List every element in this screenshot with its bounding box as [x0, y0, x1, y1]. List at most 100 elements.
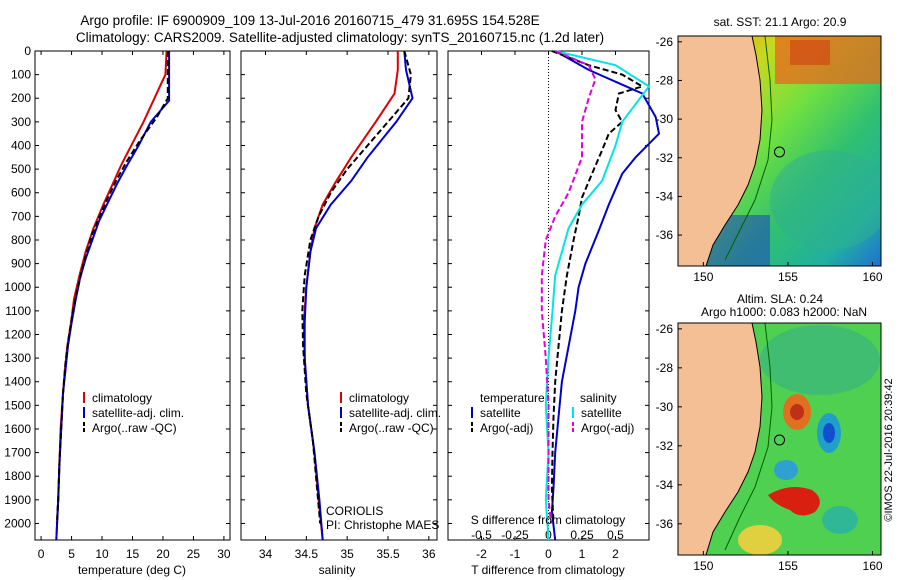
s-tick-label: 0.5: [607, 528, 624, 542]
depth-axis: 0 100 200 300 400 500 600 700 800 900 1000 1100 1200…: [4, 44, 230, 530]
s-tick-label: -0.25: [501, 528, 529, 542]
pi-label: PI: Christophe MAES: [326, 518, 439, 532]
x-tick-label: 30: [217, 547, 231, 561]
depth-tick-label: 900: [11, 257, 31, 271]
legend-label-satellite: satellite-adj. clim.: [92, 406, 184, 420]
sla-map-subtitle: Argo h1000: 0.083 h2000: NaN: [701, 305, 867, 319]
lon-tick-label: 150: [693, 559, 713, 573]
depth-tick-label: 1300: [4, 351, 31, 365]
legend-label-satellite: satellite-adj. clim.: [349, 406, 441, 420]
x-tick-label: 1: [579, 547, 586, 561]
x-tick-label: 0: [545, 547, 552, 561]
lat-tick-label: -30: [656, 400, 674, 414]
temperature-legend: climatology satellite-adj. clim. Argo(..…: [83, 391, 184, 435]
sla-map: Altim. SLA: 0.24 Argo h1000: 0.083 h2000…: [656, 292, 883, 573]
depth-tick-label: 1700: [4, 446, 31, 460]
depth-tick-label: 400: [11, 138, 31, 152]
depth-tick-label: 600: [11, 186, 31, 200]
series-line-t-satellite: [550, 50, 661, 541]
x-tick-label: 36: [422, 547, 436, 561]
lat-tick-label: -34: [656, 478, 674, 492]
legend-title-salinity: salinity: [580, 391, 617, 405]
legend-label-t-satellite: satellite: [480, 406, 521, 420]
x-tick-label: 20: [156, 547, 170, 561]
depth-tick-label: 1100: [5, 304, 31, 318]
shelf-contour: [724, 36, 773, 261]
x-tick-label: 34.5: [295, 547, 319, 561]
legend-title-temperature: temperature: [480, 391, 545, 405]
x-tick-label: 34: [259, 547, 273, 561]
depth-tick-label: 1000: [4, 280, 31, 294]
x-tick-label: 35.5: [376, 547, 400, 561]
depth-tick-label: 300: [11, 115, 31, 129]
depth-tick-label: 700: [11, 209, 31, 223]
salinity-series: [301, 50, 414, 541]
land-australia: [678, 36, 763, 266]
depth-tick-label: 1800: [4, 469, 31, 483]
salinity-panel: 34 34.5 35 35.5 36 salinity climatology sate…: [240, 50, 441, 577]
sla-warm-core: [790, 404, 804, 420]
header-line2: Climatology: CARS2009. Satellite-adjuste…: [76, 30, 604, 45]
depth-tick-label: 1200: [4, 327, 31, 341]
depth-tick-label: 1400: [4, 375, 31, 389]
sst-map-lat-axis: -26 -28 -30 -32 -34 -36: [656, 35, 682, 242]
depth-tick-label: 2000: [4, 516, 31, 530]
sst-map: sat. SST: 21.1 Argo: 20.9 -26 -28 -30 -32 -3…: [656, 15, 883, 284]
lon-tick-label: 155: [778, 270, 798, 284]
salinity-xlabel: salinity: [319, 563, 356, 577]
s-tick-label: 0.25: [570, 528, 594, 542]
sla-cold-core: [823, 423, 835, 443]
imos-watermark: ©IMOS 22-Jul-2016 20:39:42: [883, 378, 895, 521]
x-tick-label: 2: [612, 547, 619, 561]
lat-tick-label: -30: [656, 112, 674, 126]
lat-tick-label: -36: [656, 228, 674, 242]
depth-tick-label: 0: [24, 44, 31, 58]
legend-label-t-argo: Argo(-adj): [480, 421, 533, 435]
sla-patch: [760, 325, 880, 395]
series-line-satellite-adj-clim: [303, 50, 414, 541]
temperature-xlabel: temperature (deg C): [78, 563, 186, 577]
salinity-legend: climatology satellite-adj. clim. Argo(..…: [340, 391, 441, 435]
lat-tick-label: -26: [656, 322, 674, 336]
shelf-contour: [724, 323, 773, 551]
lat-tick-label: -28: [656, 361, 674, 375]
depth-tick-label: 200: [11, 91, 31, 105]
sst-cool-patch: [770, 150, 881, 250]
sla-map-lon-axis: 150 155 160: [693, 551, 883, 573]
temperature-series: [55, 50, 171, 541]
s-difference-label: S difference from climatology: [471, 513, 626, 527]
sla-map-frame: [677, 322, 882, 556]
difference-series: [540, 50, 661, 541]
lat-tick-label: -28: [656, 73, 674, 87]
sla-teal-patch: [822, 506, 858, 534]
salinity-x-axis: 34 34.5 35 35.5 36: [241, 50, 437, 561]
difference-x-axis: -2 -1 0 1 2-0.5 -0.25 0 0.25 0.5: [448, 50, 649, 561]
legend-label-argo: Argo(..raw -QC): [349, 421, 434, 435]
sla-cold-eddy-2: [774, 460, 798, 480]
depth-tick-label: 1500: [4, 398, 31, 412]
x-tick-label: -2: [476, 547, 487, 561]
lon-tick-label: 160: [863, 559, 883, 573]
temperature-panel: 0100200300400500600700800900100011001200…: [4, 44, 231, 577]
argo-position-marker: [774, 146, 785, 158]
lon-tick-label: 160: [863, 270, 883, 284]
x-tick-label: -1: [510, 547, 521, 561]
sla-yellow-patch: [738, 525, 782, 555]
depth-tick-label: 1900: [4, 493, 31, 507]
sla-warm-eddy-2: [768, 486, 820, 516]
argo-position-marker: [774, 434, 785, 446]
legend-label-climatology: climatology: [349, 391, 409, 405]
series-line-argo-raw-qc: [301, 50, 412, 524]
x-tick-label: 0: [38, 547, 45, 561]
lat-tick-label: -36: [656, 517, 674, 531]
x-tick-label: 5: [68, 547, 75, 561]
depth-tick-label: 800: [11, 233, 31, 247]
temperature-x-axis: 0 5 10 15 20 25 30: [38, 51, 231, 561]
legend-label-s-satellite: satellite: [581, 406, 622, 420]
series-line-t-argo-adj: [550, 50, 645, 524]
lon-tick-label: 155: [778, 559, 798, 573]
legend-label-climatology: climatology: [92, 391, 152, 405]
x-tick-label: 10: [95, 547, 109, 561]
x-tick-label: 35: [340, 547, 354, 561]
